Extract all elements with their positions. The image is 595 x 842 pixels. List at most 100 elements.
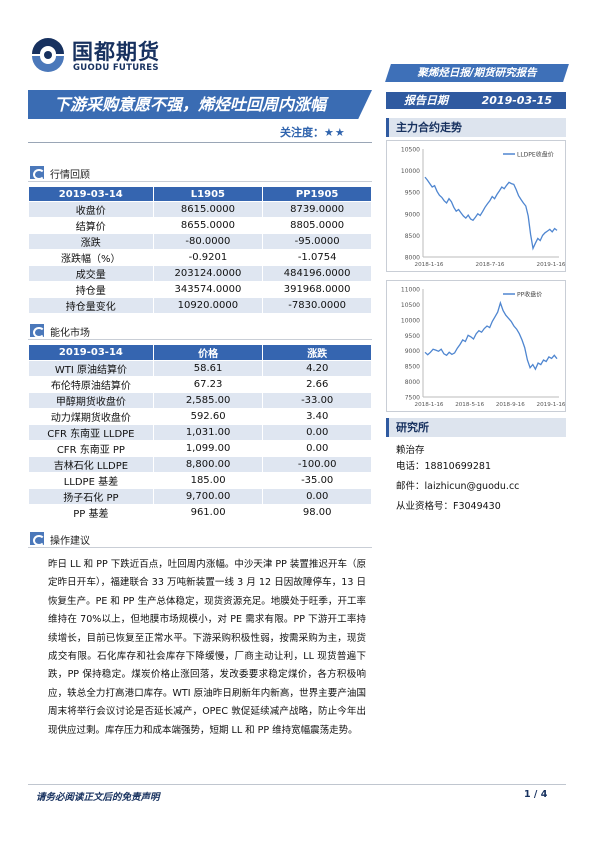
legend-label: PP收盘价	[517, 291, 542, 299]
lldpe-chart-svg: 8000 8500 9000 9500 10000 10500 2018-1-16 2018-…	[401, 147, 566, 269]
table-cell: CFR 东南亚 PP	[28, 440, 154, 457]
table-row: 持仓量变化 10920.0000 -7830.0000	[28, 297, 372, 314]
section-bullet-icon	[30, 532, 45, 546]
table-cell: 10920.0000	[152, 297, 264, 314]
market-review-title: 行情回顾	[50, 170, 90, 181]
advice-text: 昨日 LL 和 PP 下跌近百点，吐回周内涨幅。中沙天津 PP 装置推迟开车（原…	[48, 559, 366, 736]
table-cell: 203124.0000	[152, 265, 264, 282]
table-header-row: 2019-03-14 L1905 PP1905	[28, 186, 372, 202]
table-cell: 8805.0000	[262, 217, 372, 234]
report-date-label: 报告日期	[404, 94, 448, 107]
section-bullet-icon	[30, 166, 45, 180]
author-license: 从业资格号：F3049430	[396, 501, 501, 512]
table-cell: 1,031.00	[152, 424, 264, 441]
table-row: 收盘价 8615.0000 8739.0000	[28, 201, 372, 218]
report-title-bar: 下游采购意愿不强，烯烃吐回周内涨幅	[28, 90, 372, 119]
market-review-heading: 行情回顾	[28, 164, 372, 182]
footer-divider	[28, 784, 566, 785]
research-heading: 研究所	[386, 418, 566, 437]
table-cell: 2,585.00	[152, 392, 264, 409]
y-tick-label: 8500	[405, 364, 420, 371]
y-tick-label: 8000	[405, 255, 420, 262]
table-cell: 8,800.00	[152, 456, 264, 473]
logo-name-en: GUODU FUTURES	[73, 63, 159, 73]
table-row: 扬子石化 PP 9,700.00 0.00	[28, 488, 372, 505]
table-header-row: 2019-03-14 价格 涨跌	[28, 344, 372, 361]
x-tick-label: 2018-7-16	[476, 262, 505, 268]
table-cell: 58.61	[152, 360, 264, 377]
table-cell: WTI 原油结算价	[28, 360, 154, 377]
table-row: CFR 东南亚 PP 1,099.00 0.00	[28, 440, 372, 457]
table-cell: 343574.0000	[152, 281, 264, 298]
lldpe-chart: 8000 8500 9000 9500 10000 10500 2018-1-16 2018-…	[386, 140, 566, 272]
table-row: CFR 东南亚 LLDPE 1,031.00 0.00	[28, 424, 372, 441]
x-tick-label: 2018-5-16	[455, 402, 484, 408]
pp-chart-svg: 7500 8000 8500 9000 9500 10000 10500 11000 2018-…	[401, 287, 566, 409]
y-tick-label: 10000	[401, 168, 420, 175]
table-row: 甲醇期货收盘价 2,585.00 -33.00	[28, 392, 372, 409]
pp-chart: 7500 8000 8500 9000 9500 10000 10500 11000 2018-…	[386, 280, 566, 412]
table-cell: -33.00	[262, 392, 372, 409]
table-cell: 67.23	[152, 376, 264, 393]
y-tick-label: 8000	[405, 379, 420, 386]
advice-heading: 操作建议	[28, 530, 372, 548]
table-header-cell: 价格	[152, 344, 264, 361]
table-cell: 吉林石化 LLDPE	[28, 456, 154, 473]
table-cell: 8655.0000	[152, 217, 264, 234]
main-contract-label: 主力合约走势	[396, 121, 462, 134]
table-row: 持仓量 343574.0000 391968.0000	[28, 281, 372, 298]
table-row: 动力煤期货收盘价 592.60 3.40	[28, 408, 372, 425]
y-tick-label: 10500	[401, 302, 420, 309]
table-cell: 成交量	[28, 265, 154, 282]
table-cell: 1,099.00	[152, 440, 264, 457]
report-title: 下游采购意愿不强，烯烃吐回周内涨幅	[54, 95, 327, 114]
report-date-value: 2019-03-15	[481, 94, 552, 107]
table-cell: 4.20	[262, 360, 372, 377]
x-tick-label: 2019-1-16	[537, 262, 566, 268]
author-name: 赖治存	[396, 445, 425, 456]
market-review-table: 2019-03-14 L1905 PP1905 收盘价 8615.0000 8739…	[28, 186, 372, 314]
logo-name-cn: 国都期货	[72, 40, 160, 64]
table-cell: 8615.0000	[152, 201, 264, 218]
series-line	[424, 176, 558, 251]
table-cell: LLDPE 基差	[28, 472, 154, 489]
report-type-label: 聚烯烃日报/期货研究报告	[417, 67, 537, 79]
table-cell: CFR 东南亚 LLDPE	[28, 424, 154, 441]
y-tick-label: 8500	[405, 233, 420, 240]
table-cell: 动力煤期货收盘价	[28, 408, 154, 425]
table-cell: 甲醇期货收盘价	[28, 392, 154, 409]
energy-market-title: 能化市场	[50, 328, 90, 339]
table-cell: 布伦特原油结算价	[28, 376, 154, 393]
table-header-cell: 涨跌	[262, 344, 372, 361]
author-email: 邮件：laizhicun@guodu.cc	[396, 481, 520, 492]
page-number: 1 / 4	[524, 789, 548, 800]
table-cell: -95.0000	[262, 233, 372, 250]
table-cell: 185.00	[152, 472, 264, 489]
table-cell: 0.00	[262, 440, 372, 457]
table-cell: -100.00	[262, 456, 372, 473]
logo-mark-icon	[32, 38, 64, 72]
attention-label: 关注度：	[280, 126, 324, 139]
energy-market-heading: 能化市场	[28, 322, 372, 340]
table-row: LLDPE 基差 185.00 -35.00	[28, 472, 372, 489]
table-cell: 592.60	[152, 408, 264, 425]
table-cell: 391968.0000	[262, 281, 372, 298]
table-cell: 8739.0000	[262, 201, 372, 218]
y-tick-label: 7500	[405, 395, 420, 402]
table-row: 布伦特原油结算价 67.23 2.66	[28, 376, 372, 393]
y-tick-label: 9500	[405, 333, 420, 340]
attention-stars: ★★	[324, 126, 346, 139]
table-cell: 涨跌	[28, 233, 154, 250]
table-cell: 持仓量变化	[28, 297, 154, 314]
table-cell: 收盘价	[28, 201, 154, 218]
table-cell: 结算价	[28, 217, 154, 234]
table-header-cell: 2019-03-14	[28, 344, 154, 361]
table-row: WTI 原油结算价 58.61 4.20	[28, 360, 372, 377]
y-tick-label: 11000	[401, 287, 420, 294]
x-tick-label: 2018-1-16	[415, 402, 444, 408]
table-cell: 持仓量	[28, 281, 154, 298]
attention-rating: 关注度：★★	[280, 124, 346, 140]
table-cell: 98.00	[262, 504, 372, 521]
footer-disclaimer[interactable]: 请务必阅读正文后的免责声明	[36, 792, 160, 803]
table-cell: -1.0754	[262, 249, 372, 266]
